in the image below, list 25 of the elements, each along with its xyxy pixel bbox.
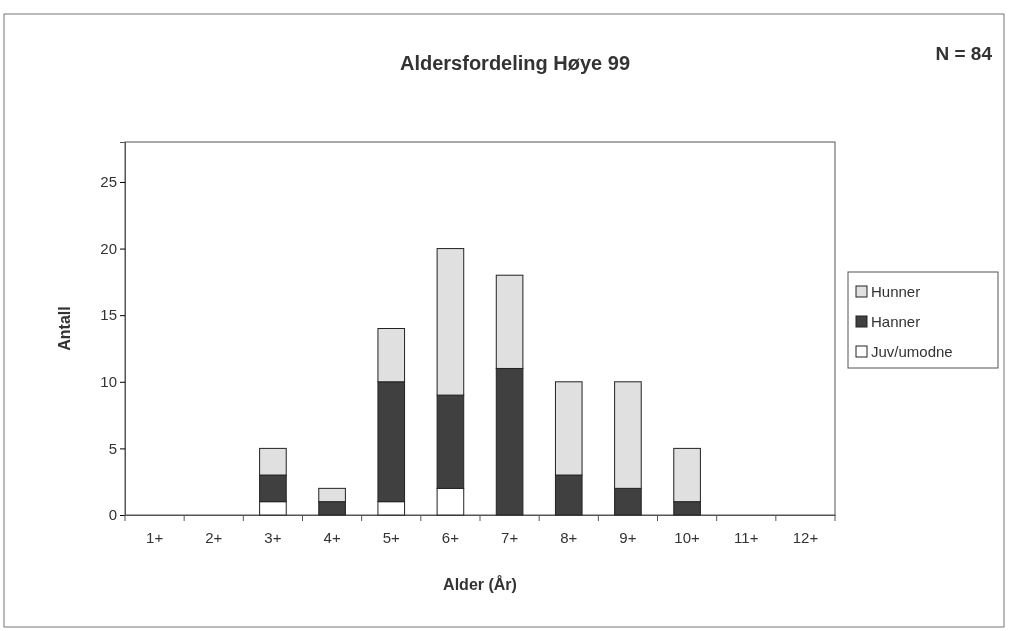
x-tick-label: 1+ [146, 528, 164, 546]
y-tick-label: 5 [108, 439, 117, 457]
x-tick-label: 10+ [674, 528, 701, 546]
y-axis-title: Antall [56, 306, 73, 351]
x-axis-title: Alder (År) [443, 575, 517, 593]
x-tick-label: 6+ [441, 528, 460, 546]
legend-label: Juv/umodne [871, 343, 953, 360]
y-tick-label: 0 [108, 506, 117, 524]
x-tick-label: 4+ [323, 528, 341, 546]
x-tick-label: 12+ [792, 528, 819, 546]
y-tick-label: 20 [100, 239, 117, 257]
x-tick-label: 5+ [382, 528, 401, 546]
legend-label: Hanner [871, 313, 921, 330]
x-tick-label: 3+ [264, 528, 282, 546]
x-tick-label: 2+ [205, 528, 223, 546]
x-tick-label: 11+ [734, 528, 759, 546]
text: N = 84 [935, 43, 993, 64]
x-tick-label: 9+ [619, 528, 637, 546]
chart-title: Aldersfordeling Høye 99 [399, 52, 631, 74]
y-tick-label: 25 [100, 173, 117, 191]
x-tick-label: 7+ [501, 528, 519, 546]
legend-label: Hunner [871, 283, 921, 300]
y-tick-label: 15 [100, 306, 117, 324]
y-tick-label: 10 [100, 373, 117, 391]
x-tick-label: 8+ [560, 528, 578, 546]
